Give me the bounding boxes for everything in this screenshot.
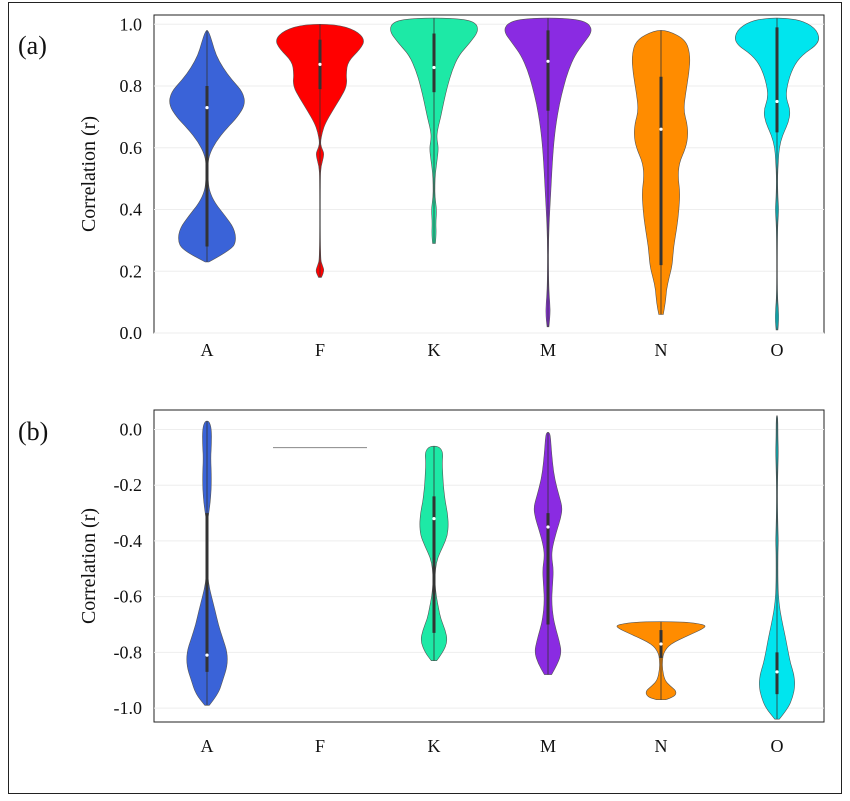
y-tick-label: -0.8 (114, 642, 143, 662)
y-tick-label: 1.0 (120, 14, 143, 34)
violin-median-marker (205, 106, 209, 110)
x-tick-label: K (428, 340, 441, 360)
x-tick-label: M (540, 340, 556, 360)
violin-median-marker (546, 525, 550, 529)
figure-frame (8, 2, 842, 794)
plot-area-1 (153, 14, 825, 334)
y-axis-label: Correlation (r) (78, 116, 100, 232)
x-tick-label: M (540, 736, 556, 756)
x-tick-label: N (655, 340, 668, 360)
panel-label: (a) (18, 31, 47, 60)
x-tick-label: F (315, 736, 325, 756)
violin-median-marker (659, 642, 663, 646)
y-tick-label: 0.2 (120, 261, 143, 281)
x-tick-label: O (771, 736, 784, 756)
x-tick-label: K (428, 736, 441, 756)
violin-median-marker (775, 670, 779, 674)
x-tick-label: F (315, 340, 325, 360)
violin-median-marker (205, 653, 209, 657)
y-axis-label: Correlation (r) (78, 508, 100, 624)
y-tick-label: 0.4 (120, 200, 143, 220)
y-tick-label: -0.4 (114, 531, 143, 551)
y-tick-label: -0.6 (114, 587, 143, 607)
x-tick-label: N (655, 736, 668, 756)
violin-median-marker (318, 62, 322, 66)
y-tick-label: 0.0 (120, 323, 143, 343)
y-tick-label: -0.2 (114, 475, 143, 495)
y-tick-label: 0.0 (120, 420, 143, 440)
x-tick-label: A (201, 340, 214, 360)
y-tick-label: 0.8 (120, 76, 143, 96)
violin-median-marker (775, 99, 779, 104)
violin-median-marker (659, 127, 663, 131)
y-tick-label: -1.0 (114, 698, 143, 718)
violin-median-marker (546, 59, 550, 63)
plot-area-2 (153, 409, 825, 723)
y-tick-label: 0.6 (120, 138, 143, 158)
violin-median-marker (432, 517, 436, 521)
violin-median-marker (432, 65, 436, 70)
x-tick-label: O (771, 340, 784, 360)
x-tick-label: A (201, 736, 214, 756)
panel-label: (b) (18, 417, 48, 446)
